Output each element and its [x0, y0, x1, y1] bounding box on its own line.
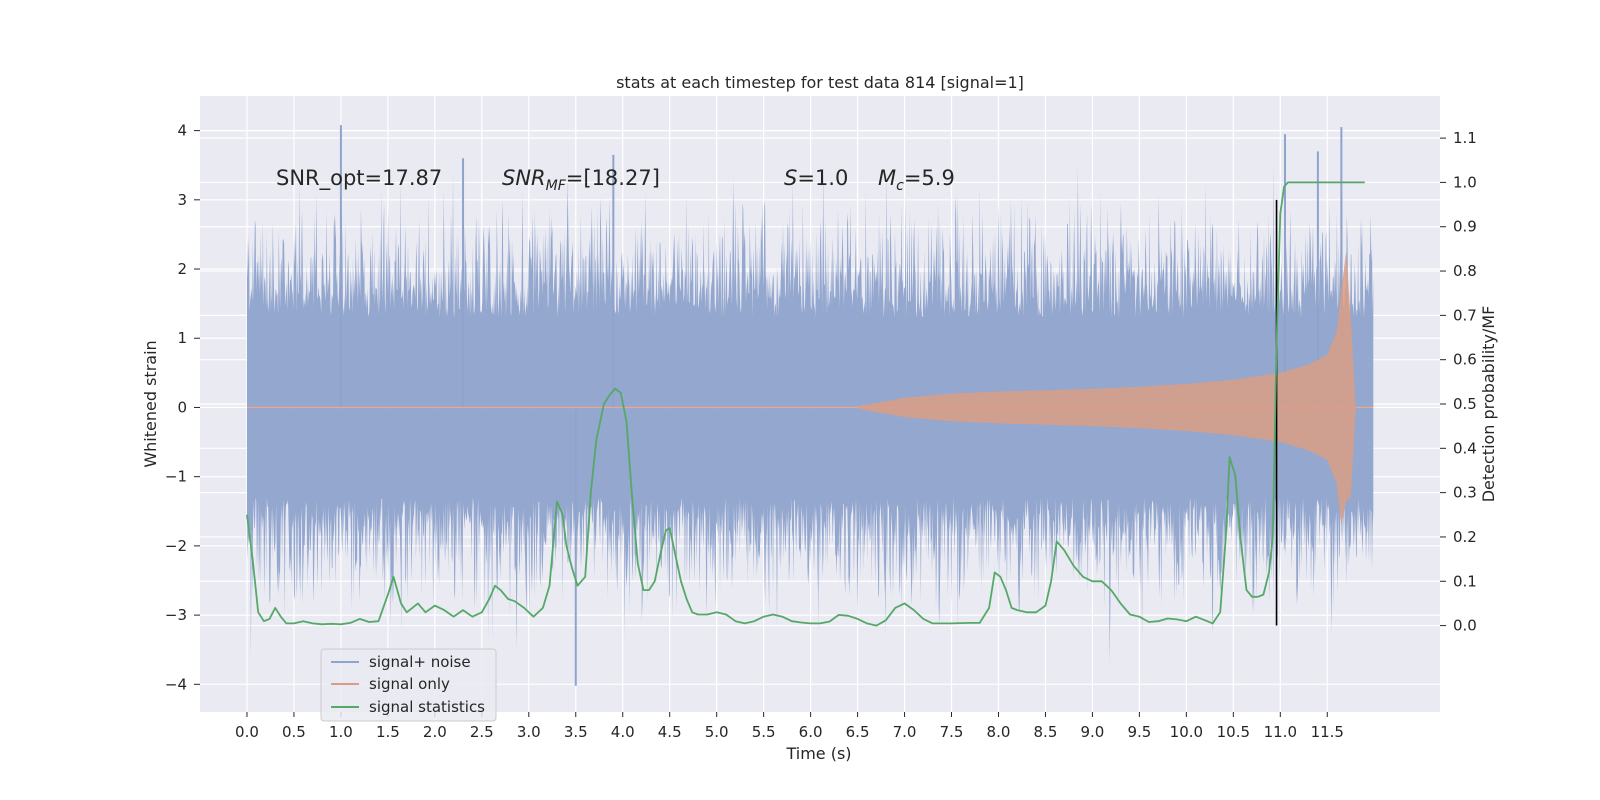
mc-main: M [878, 166, 896, 190]
x-tick-label: 4.0 [611, 723, 635, 741]
x-tick-label: 3.0 [517, 723, 541, 741]
legend-box [320, 648, 497, 722]
y2-tick-label: 0.3 [1453, 484, 1477, 502]
x-tick-label: 6.5 [846, 723, 870, 741]
y2-tick-label: 0.0 [1453, 617, 1477, 635]
y-tick-label: 1 [177, 329, 187, 347]
x-tick-label: 10.0 [1170, 723, 1203, 741]
x-tick-label: 8.5 [1034, 723, 1058, 741]
mc-subscript: c [896, 178, 904, 194]
x-tick-label: 1.0 [329, 723, 353, 741]
x-tick-label: 10.5 [1217, 723, 1250, 741]
y-axis-label: Whitened strain [141, 340, 160, 467]
y2-tick-label: 0.5 [1453, 395, 1477, 413]
signal-only-series [246, 251, 1374, 526]
x-tick-label: 0.5 [282, 723, 306, 741]
snr-mf-subscript: MF [546, 178, 567, 194]
snr-mf-main: SNR [502, 166, 546, 190]
x-tick-label: 2.5 [470, 723, 494, 741]
y2-tick-label: 0.2 [1453, 528, 1477, 546]
x-tick-label: 7.0 [893, 723, 917, 741]
s-symbol: S [784, 166, 797, 190]
y-tick-label: 3 [177, 191, 187, 209]
statistics-line [246, 181, 1365, 627]
s-value: =1.0 [797, 166, 848, 190]
x-tick-label: 11.5 [1311, 723, 1344, 741]
noise-band [247, 162, 1374, 664]
x-tick-label: 8.0 [987, 723, 1011, 741]
legend-label-signal-plus-noise: signal+ noise [369, 653, 471, 671]
y-tick-label: 0 [177, 398, 187, 416]
x-tick-label: 2.0 [423, 723, 447, 741]
signal-statistics-series [246, 181, 1365, 627]
y2-tick-label: 0.9 [1453, 218, 1477, 236]
x-tick-label: 11.0 [1264, 723, 1297, 741]
y-tick-label: 2 [177, 260, 187, 278]
chirp-envelope [857, 251, 1356, 526]
x-tick-label: 5.0 [705, 723, 729, 741]
y-tick-label: −4 [165, 675, 187, 693]
y-axis-ticks: 4 3 2 1 0 −1 −2 −3 −4 [165, 122, 200, 693]
legend-label-signal-only: signal only [369, 675, 450, 693]
x-tick-label: 5.5 [752, 723, 776, 741]
legend: signal+ noise signal only signal statist… [320, 648, 497, 722]
x-tick-label: 0.0 [235, 723, 259, 741]
x-tick-label: 7.5 [940, 723, 964, 741]
y2-tick-label: 0.1 [1453, 572, 1477, 590]
data-layer [246, 125, 1374, 686]
x-tick-label: 4.5 [658, 723, 682, 741]
y-tick-label: −2 [165, 537, 187, 555]
snr-opt-annotation: SNR_opt=17.87 [276, 166, 442, 191]
y2-tick-label: 1.1 [1453, 129, 1477, 147]
y2-tick-label: 0.8 [1453, 262, 1477, 280]
x-tick-label: 1.5 [376, 723, 400, 741]
x-axis-label: Time (s) [785, 744, 851, 763]
y-tick-label: −1 [165, 468, 187, 486]
mc-annotation: Mc=5.9 [878, 166, 955, 194]
mc-value: =5.9 [904, 166, 955, 190]
snr-mf-value: =[18.27] [566, 166, 660, 190]
y2-tick-label: 0.7 [1453, 306, 1477, 324]
y2-tick-label: 1.0 [1453, 173, 1477, 191]
y-tick-label: −3 [165, 606, 187, 624]
y2-tick-label: 0.4 [1453, 439, 1477, 457]
y-tick-label: 4 [177, 122, 187, 140]
signal-plus-noise-series [247, 125, 1374, 686]
s-annotation: S=1.0 [784, 166, 848, 190]
y2-axis-label: Detection probability/MF [1479, 306, 1498, 503]
x-tick-label: 6.0 [799, 723, 823, 741]
x-tick-label: 9.5 [1127, 723, 1151, 741]
y2-axis-ticks: 1.1 1.0 0.9 0.8 0.7 0.6 0.5 0.4 0.3 0.2 0.1 0.0 [1440, 129, 1477, 635]
x-axis-ticks: 0.0 0.5 1.0 1.5 2.0 2.5 3.0 3.5 4.0 4.5 5.0 5.5 6.0 6… [235, 712, 1344, 741]
x-tick-label: 9.0 [1080, 723, 1104, 741]
chart-title: stats at each timestep for test data 814… [616, 73, 1024, 92]
legend-label-signal-statistics: signal statistics [369, 698, 485, 716]
x-tick-label: 3.5 [564, 723, 588, 741]
y2-tick-label: 0.6 [1453, 351, 1477, 369]
snr-mf-annotation: SNRMF=[18.27] [502, 166, 660, 194]
